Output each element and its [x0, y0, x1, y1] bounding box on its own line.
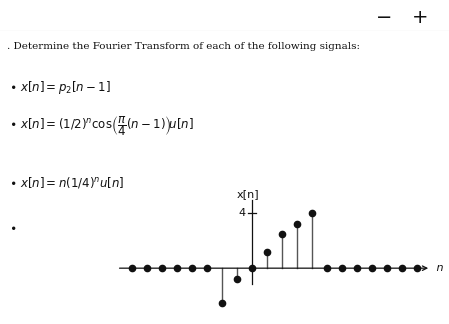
Text: $\bullet$ $x[n] = n(1/4)^n u[n]$: $\bullet$ $x[n] = n(1/4)^n u[n]$	[9, 175, 124, 190]
Text: −: −	[376, 8, 392, 27]
Text: x[n]: x[n]	[236, 189, 259, 199]
Text: n: n	[432, 263, 443, 273]
Text: 4: 4	[239, 208, 246, 218]
Text: +: +	[412, 8, 428, 27]
Text: $\bullet$ $x[n] = (1/2)^n \cos\!\left(\dfrac{\pi}{4}(n-1)\right)\!u[n]$: $\bullet$ $x[n] = (1/2)^n \cos\!\left(\d…	[9, 114, 194, 138]
Text: $\bullet$: $\bullet$	[9, 220, 16, 233]
Text: $\bullet$ $x[n] = p_2[n-1]$: $\bullet$ $x[n] = p_2[n-1]$	[9, 79, 110, 96]
Text: . Determine the Fourier Transform of each of the following signals:: . Determine the Fourier Transform of eac…	[7, 42, 360, 51]
